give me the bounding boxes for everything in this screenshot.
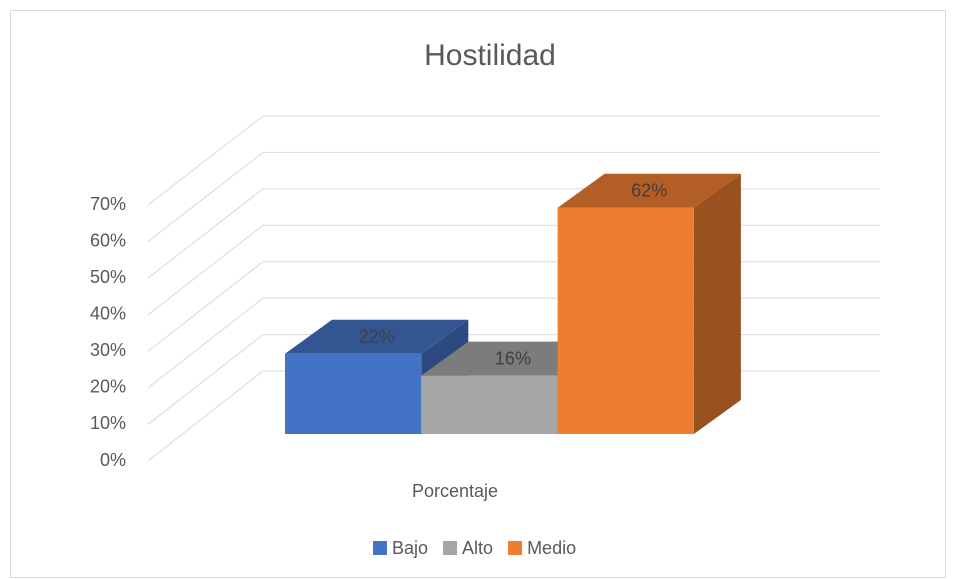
bar bbox=[557, 207, 694, 434]
y-tick-label: 30% bbox=[90, 340, 126, 360]
bar bbox=[421, 375, 558, 434]
y-tick-label: 70% bbox=[90, 194, 126, 214]
y-tick-label: 20% bbox=[90, 377, 126, 397]
grid-line bbox=[147, 115, 264, 206]
y-tick-label: 40% bbox=[90, 303, 126, 323]
y-tick-label: 10% bbox=[90, 413, 126, 433]
chart-title: Hostilidad bbox=[424, 39, 556, 72]
x-tick-label: Porcentaje bbox=[412, 481, 498, 501]
data-label: 16% bbox=[495, 348, 531, 368]
bar bbox=[285, 353, 422, 434]
grid-line bbox=[147, 297, 264, 389]
bar-top bbox=[557, 173, 741, 208]
y-tick-label: 60% bbox=[90, 230, 126, 250]
legend-label: Bajo bbox=[392, 538, 428, 558]
y-tick-label: 50% bbox=[90, 267, 126, 287]
legend-swatch bbox=[508, 541, 523, 555]
bar-side bbox=[693, 173, 741, 434]
chart-border bbox=[10, 10, 946, 578]
legend-swatch bbox=[443, 541, 458, 555]
y-tick-label: 0% bbox=[100, 450, 126, 470]
grid-line bbox=[147, 224, 264, 316]
grid-line bbox=[147, 261, 264, 352]
grid-line bbox=[147, 152, 264, 242]
grid-line bbox=[147, 334, 264, 425]
grid-line bbox=[147, 370, 264, 462]
legend-label: Alto bbox=[462, 538, 493, 558]
data-label: 62% bbox=[631, 180, 667, 200]
legend-swatch bbox=[373, 541, 387, 555]
data-label: 22% bbox=[359, 326, 395, 346]
legend-label: Medio bbox=[527, 538, 576, 558]
bar-top bbox=[285, 319, 469, 354]
grid-line bbox=[147, 188, 264, 279]
